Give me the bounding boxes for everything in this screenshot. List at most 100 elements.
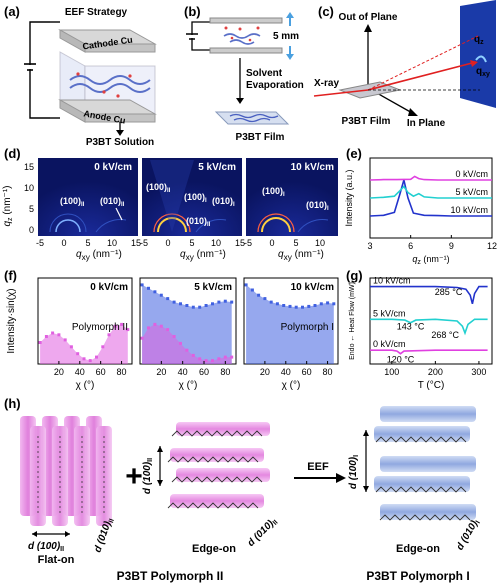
h-d010-edge: d (010)II (246, 516, 280, 550)
f-xtick-label: 60 (199, 367, 209, 377)
gap-label: 5 mm (273, 31, 299, 42)
panel-label-g: (g) (346, 268, 363, 283)
svg-text:0: 0 (61, 238, 66, 248)
f-field-label: 5 kV/cm (194, 282, 232, 293)
f-point (51, 331, 55, 335)
peak-label: (100)II (60, 196, 85, 208)
h-d100-flat: d (100)II (28, 541, 64, 553)
g-series-line (370, 349, 488, 355)
peak-label: (010)I (306, 200, 329, 212)
chart-g: 10 kV/cm 5 kV/cm 0 kV/cm 285 °C 143 °C 268 °C… (349, 276, 493, 390)
f-point (153, 322, 157, 326)
f-point (204, 304, 208, 307)
f-point (307, 304, 311, 308)
f-polymorph-label: Polymorph I (281, 322, 334, 333)
panel-label-b: (b) (184, 4, 201, 19)
panel-label-c: (c) (318, 4, 334, 19)
p3bt-film-label: P3BT Film (236, 132, 285, 143)
g-annotation: 268 °C (431, 330, 459, 340)
flat-on-label: Flat-on (38, 554, 75, 566)
e-xtick-label: 12 (487, 241, 497, 251)
f-xtick-label: 20 (54, 367, 64, 377)
edge-on-label-2: Edge-on (396, 543, 440, 555)
f-point (57, 333, 61, 337)
e-xtick-label: 9 (449, 241, 454, 251)
f-point (159, 293, 163, 297)
xray-label: X-ray (314, 78, 339, 89)
f-field-label: 0 kV/cm (90, 282, 128, 293)
f-point (69, 345, 73, 349)
f-xtick-label: 80 (117, 367, 127, 377)
f-point (153, 290, 157, 294)
f-point (172, 335, 176, 338)
giwaxs-image-10kv: 10 kV/cm (100)I (010)I (246, 158, 338, 236)
panel-b-diagram: 5 mm Solvent Evaporation P3BT Film (186, 12, 304, 143)
f-point (172, 300, 176, 304)
e-ylabel: Intensity (a.u.) (344, 169, 354, 226)
f-point (147, 286, 150, 290)
f-point (198, 305, 202, 309)
svg-text:15: 15 (235, 238, 245, 248)
f-point (88, 359, 92, 363)
f-point (95, 355, 98, 359)
f-point (140, 336, 144, 340)
g-series-label: 5 kV/cm (373, 308, 406, 318)
f-polymorph-label: Polymorph II (72, 322, 128, 333)
field-5kv: 5 kV/cm (198, 162, 236, 173)
f-point (113, 324, 117, 328)
f-point (211, 359, 214, 363)
f-point (185, 304, 189, 307)
panel-label-f: (f) (4, 268, 17, 283)
g-xtick-label: 200 (428, 367, 443, 377)
f-point (288, 304, 292, 308)
panel-label-d: (d) (4, 146, 21, 161)
f-point (282, 304, 286, 307)
f-xtick-label: 80 (220, 367, 230, 377)
f-point (179, 302, 182, 306)
qz-label: qz (474, 34, 484, 46)
f-point (223, 355, 227, 359)
f-xtick-label: 40 (178, 367, 188, 377)
g-xlabel: T (°C) (418, 380, 445, 390)
svg-text:-5: -5 (36, 238, 44, 248)
g-ylabel: Endo ← Heat Flow (mW) (349, 282, 356, 360)
svg-text:-5: -5 (140, 238, 148, 248)
evaporation-label: Evaporation (246, 80, 304, 91)
f-xtick-label: 60 (302, 367, 312, 377)
peak-label: (010)II (186, 216, 211, 228)
out-of-plane-label: Out of Plane (339, 12, 398, 23)
chart-e: 10 kV/cm 5 kV/cm 0 kV/cm 3 6 9 12 Intensity (a.… (344, 157, 497, 266)
solvent-label: Solvent (246, 68, 283, 79)
peak-label: (100)I (262, 186, 285, 198)
f-point (44, 335, 48, 338)
svg-text:10: 10 (211, 238, 221, 248)
f-point (217, 357, 221, 361)
peak-label: (010)II (100, 196, 125, 208)
f-area (40, 324, 128, 364)
eef-strategy-label: EEF Strategy (65, 7, 128, 18)
panel-h-diagram: d (100)II d (010)II Flat-on + d (100)II … (20, 406, 482, 583)
f-point (166, 297, 170, 301)
panel-d-giwaxs: qz (nm⁻¹) 15 10 5 0 0 kV/cm (100)II (010… (2, 158, 338, 248)
h-d100-poly1: d (100)I (348, 455, 360, 489)
f-point (319, 302, 323, 306)
d-ytick: 0 (29, 225, 34, 235)
f-point (166, 328, 170, 332)
panel-label-a: (a) (4, 4, 20, 19)
f-xtick-label: 40 (281, 367, 291, 377)
f-point (101, 345, 105, 349)
eef-label: EEF (307, 461, 329, 473)
g-axes-box (369, 277, 493, 365)
qxy-label: qxy (476, 66, 490, 78)
e-series-label: 0 kV/cm (455, 169, 488, 179)
f-xtick-label: 40 (75, 367, 85, 377)
f-point (120, 322, 124, 326)
edge-on-label: Edge-on (192, 543, 236, 555)
polymorph-i-title: P3BT Polymorph I (366, 569, 469, 583)
p3bt-solution-label: P3BT Solution (86, 137, 154, 148)
f-point (263, 297, 267, 301)
f-point (179, 341, 182, 345)
f-point (198, 357, 202, 361)
g-series-line (370, 318, 488, 336)
d-xticks: -5 0 5 10 15 -5 0 5 10 15 -5 0 5 10 (36, 238, 325, 248)
